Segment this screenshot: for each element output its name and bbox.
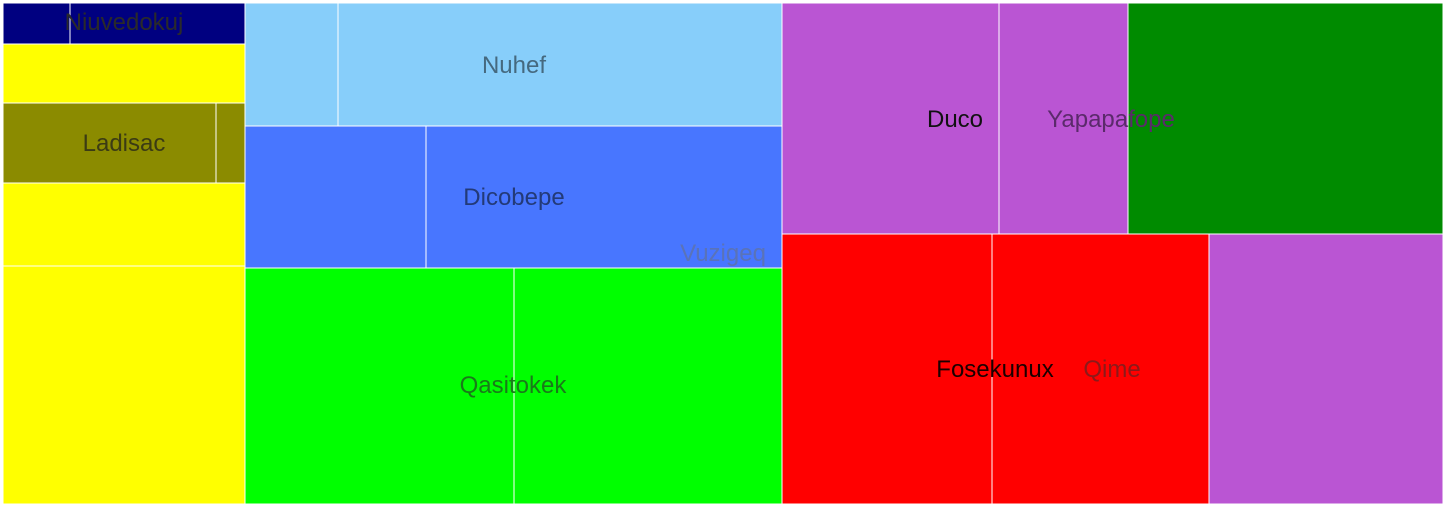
tile-qasitokek-b [513,267,783,505]
tile-yellow-2 [2,182,246,267]
tile-qime [1208,233,1444,505]
label-ladisac: Ladisac [83,130,166,157]
tile-fosekunux-a [781,233,993,505]
tile-niuvedokuj-b [69,2,246,45]
label-qime: Qime [1083,356,1140,383]
tile-qasitokek-a [244,267,515,505]
treemap-labels: Niuvedokuj Ladisac Nuhef Dicobepe Vuzige… [65,9,1175,399]
label-fosekunux: Fosekunux [936,356,1053,383]
label-yapapafope: Yapapafope [1047,106,1175,133]
tile-nuhef-b [337,2,783,127]
tile-yellow-1 [2,43,246,104]
tile-niuvedokuj-a [2,2,71,45]
tile-ladisac-a [2,102,217,184]
label-duco: Duco [927,106,983,133]
label-niuvedokuj: Niuvedokuj [65,9,184,36]
label-dicobepe: Dicobepe [463,184,564,211]
tile-yapapafope-a [998,2,1129,235]
label-vuzigeq: Vuzigeq [680,240,766,267]
tile-dicobepe-a [244,125,427,269]
label-nuhef: Nuhef [482,52,546,79]
tile-yellow-3 [2,265,246,505]
tile-duco [781,2,1000,235]
tile-fosekunux-b [991,233,1210,505]
tile-ladisac-b [215,102,246,184]
tile-nuhef-a [244,2,339,127]
label-qasitokek: Qasitokek [460,372,568,399]
tile-yapapafope-b [1127,2,1444,235]
